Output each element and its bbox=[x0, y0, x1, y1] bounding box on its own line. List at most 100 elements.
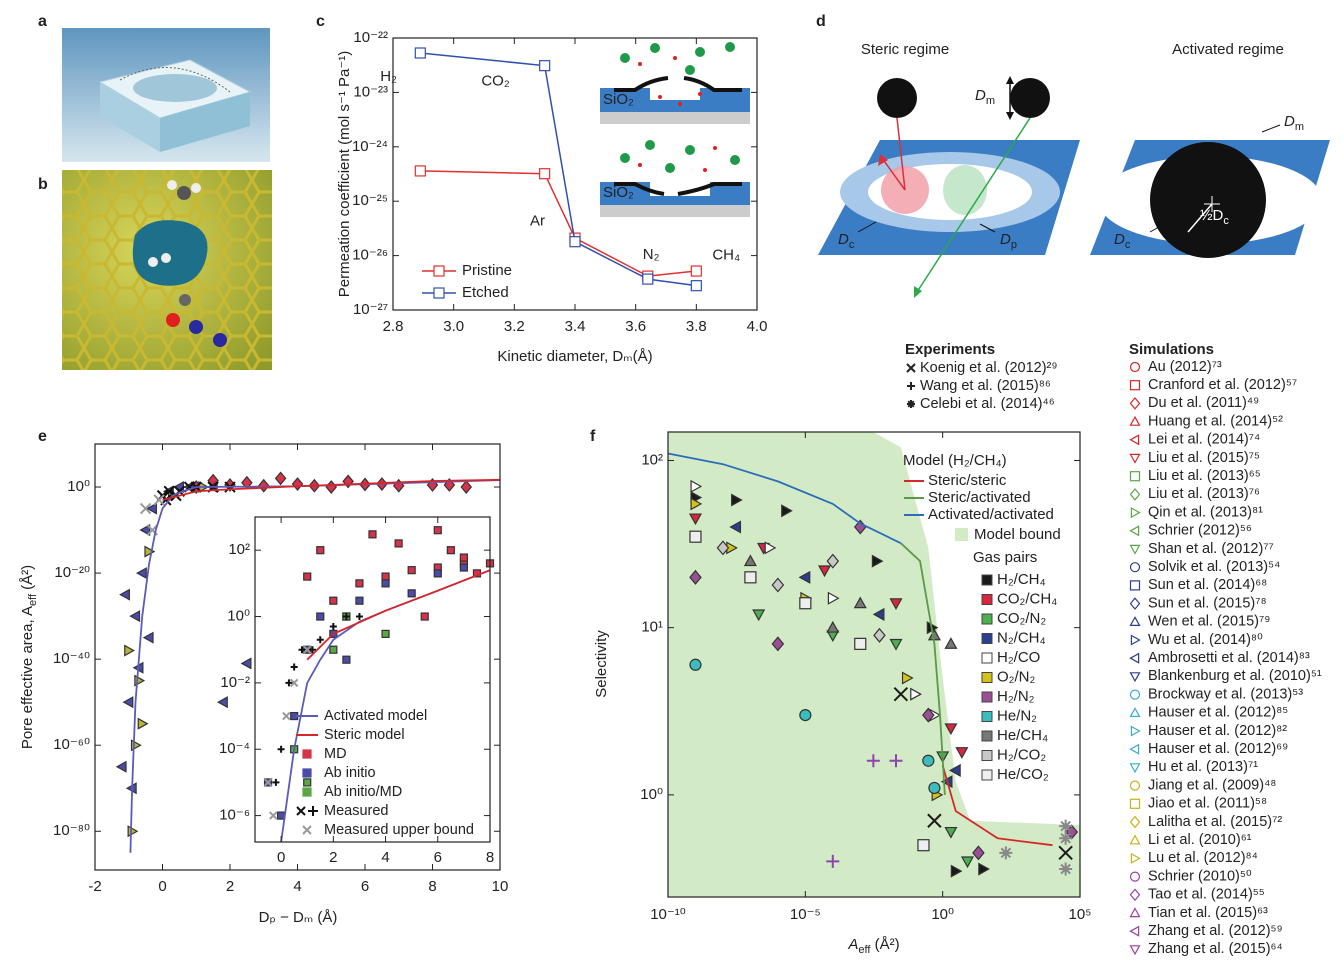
legend-label: Shan et al. (2012)⁷⁷ bbox=[1148, 541, 1274, 557]
y-tick-label: 10⁰ bbox=[640, 786, 663, 803]
y-tick-label: 10⁻² bbox=[220, 674, 250, 691]
marker bbox=[1131, 454, 1140, 462]
point-label: Ar bbox=[530, 213, 545, 230]
legend-title: Simulations bbox=[1129, 341, 1214, 358]
legend-label: Ab initio bbox=[324, 765, 376, 781]
marker bbox=[929, 782, 940, 793]
marker bbox=[1131, 927, 1139, 936]
marker bbox=[460, 554, 467, 561]
legend-label: Pristine bbox=[462, 262, 512, 279]
marker bbox=[317, 547, 324, 554]
marker bbox=[1131, 673, 1140, 681]
marker bbox=[690, 531, 701, 542]
marker bbox=[304, 573, 311, 580]
marker bbox=[137, 568, 146, 578]
y-tick-label: 10⁻²⁵ bbox=[352, 192, 388, 209]
point-label: CH₄ bbox=[712, 247, 740, 264]
marker bbox=[447, 547, 454, 554]
marker bbox=[1131, 563, 1140, 572]
y-tick-label: 10⁻²⁴ bbox=[352, 138, 388, 155]
marker bbox=[1131, 617, 1140, 625]
marker bbox=[408, 590, 415, 597]
marker bbox=[1131, 545, 1140, 553]
y-tick-label: 10⁻²³ bbox=[353, 83, 388, 100]
legend-label: Koenig et al. (2012)²⁹ bbox=[920, 360, 1058, 376]
marker bbox=[800, 710, 811, 721]
legend-label: Jiang et al. (2009)⁴⁸ bbox=[1148, 777, 1276, 793]
marker bbox=[124, 697, 133, 707]
legend-label: Wang et al. (2015)⁸⁶ bbox=[920, 378, 1051, 394]
legend-label: MD bbox=[324, 746, 347, 762]
legend-swatch bbox=[982, 770, 992, 780]
legend-label: He/N₂ bbox=[997, 707, 1037, 724]
panel-label: f bbox=[590, 428, 596, 445]
inset-label: SiO₂ bbox=[603, 184, 634, 201]
marker bbox=[800, 598, 811, 609]
marker bbox=[117, 762, 126, 772]
marker bbox=[1131, 764, 1140, 772]
legend-label: H₂/N₂ bbox=[997, 688, 1035, 705]
legend-label: H₂/CO₂ bbox=[997, 746, 1046, 763]
marker bbox=[303, 750, 311, 758]
panel-d-schematic bbox=[818, 76, 1330, 298]
marker bbox=[434, 266, 444, 276]
legend-label: Solvik et al. (2013)⁵⁴ bbox=[1148, 559, 1280, 575]
marker bbox=[421, 613, 428, 620]
marker bbox=[382, 573, 389, 580]
marker bbox=[395, 540, 402, 547]
legend-label: Hu et al. (2013)⁷¹ bbox=[1148, 759, 1258, 775]
marker bbox=[1131, 872, 1140, 881]
legend-swatch bbox=[982, 634, 992, 644]
marker bbox=[1131, 799, 1140, 808]
label-sub: eff bbox=[858, 944, 871, 956]
marker bbox=[1131, 781, 1140, 790]
marker bbox=[120, 590, 129, 600]
label-sub: eff bbox=[27, 593, 39, 606]
y-tick-label: 10⁻²⁷ bbox=[353, 301, 388, 318]
marker bbox=[923, 755, 934, 766]
marker bbox=[128, 826, 137, 836]
dimension-label: Dm bbox=[1284, 113, 1304, 133]
plot-frame bbox=[393, 38, 757, 310]
marker bbox=[356, 580, 363, 587]
legend-label: Hauser et al. (2012)⁸² bbox=[1148, 723, 1287, 739]
marker bbox=[278, 812, 285, 819]
legend-label: He/CH₄ bbox=[997, 727, 1048, 744]
marker bbox=[415, 48, 425, 58]
marker bbox=[1131, 817, 1140, 828]
inset-label: SiO₂ bbox=[603, 91, 634, 108]
legend-title: Model (H₂/CH₄) bbox=[903, 452, 1007, 469]
legend-swatch bbox=[982, 692, 992, 702]
marker bbox=[999, 846, 1012, 859]
legend-label: Huang et al. (2014)⁵² bbox=[1148, 413, 1283, 429]
legend-label: Du et al. (2011)⁴⁹ bbox=[1148, 395, 1259, 411]
legend-title: Experiments bbox=[905, 341, 995, 358]
legend-label: He/CO₂ bbox=[997, 766, 1049, 783]
x-tick-label: 0 bbox=[158, 878, 166, 895]
label-main: ½D bbox=[1200, 207, 1224, 224]
marker bbox=[643, 274, 653, 284]
legend-label: Au (2012)⁷³ bbox=[1148, 359, 1222, 375]
panel-b-image bbox=[62, 170, 272, 370]
point-label: N₂ bbox=[643, 246, 660, 263]
marker bbox=[907, 364, 915, 372]
marker bbox=[1131, 836, 1140, 844]
x-tick-label: 2.8 bbox=[383, 318, 404, 335]
legend-label: Measured bbox=[324, 803, 388, 819]
legend-swatch bbox=[982, 712, 992, 722]
x-tick-label: 4 bbox=[381, 849, 389, 866]
label-sub: c bbox=[1223, 215, 1229, 227]
legend-label: Steric/steric bbox=[928, 472, 1007, 489]
marker bbox=[570, 237, 580, 247]
y-tick-label: 10⁻²⁶ bbox=[352, 247, 388, 264]
legend-label: Activated model bbox=[324, 708, 427, 724]
legend-swatch bbox=[982, 653, 992, 663]
marker bbox=[1131, 909, 1140, 917]
legend-label: Brockway et al. (2013)⁵³ bbox=[1148, 686, 1303, 702]
marker bbox=[304, 779, 311, 786]
panel-label: b bbox=[38, 176, 48, 193]
marker bbox=[855, 638, 866, 649]
y-tick-label: 10¹ bbox=[641, 619, 663, 636]
marker bbox=[690, 659, 701, 670]
panel-label: d bbox=[816, 13, 826, 30]
